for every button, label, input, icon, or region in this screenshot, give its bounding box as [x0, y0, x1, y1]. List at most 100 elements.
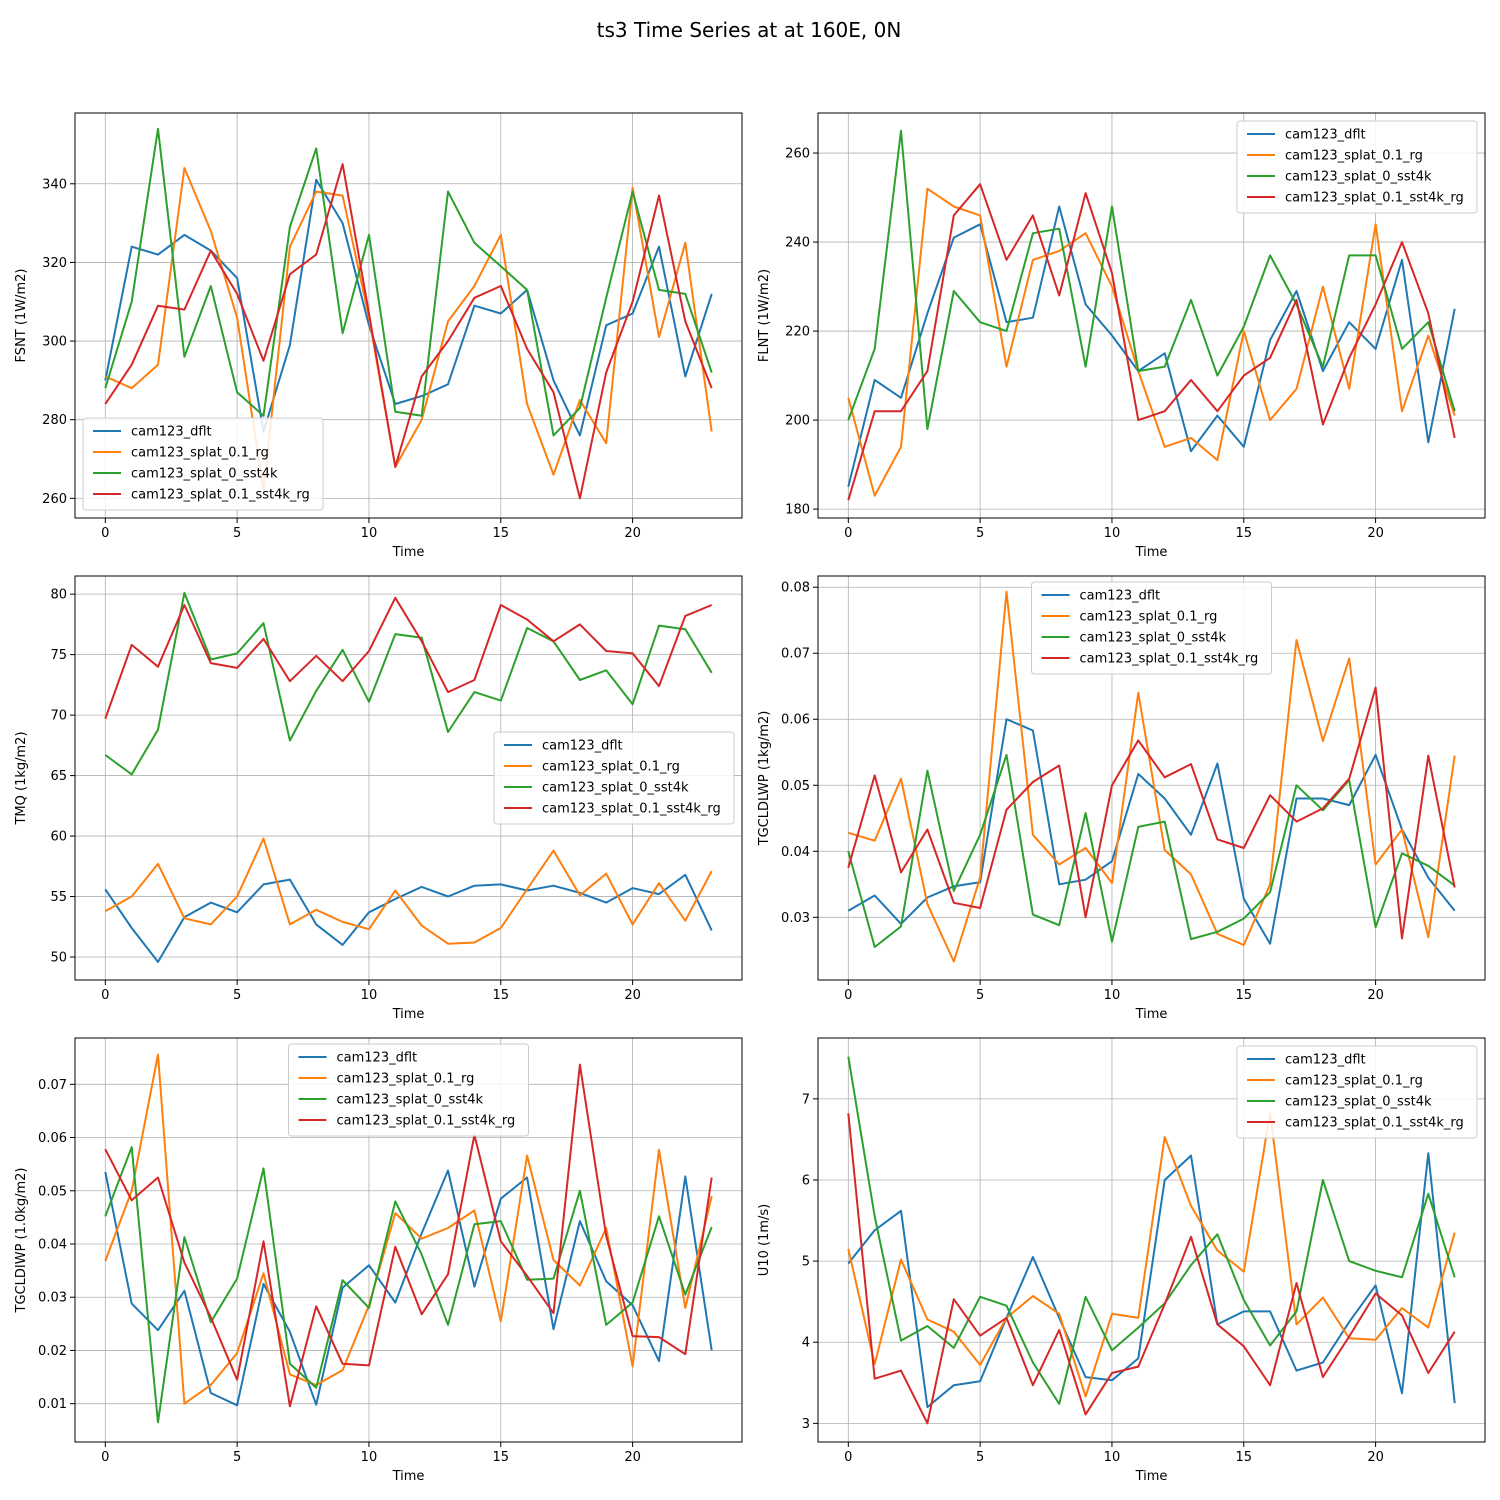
y-tick-label: 0.02: [38, 1344, 67, 1359]
y-tick-label: 240: [785, 236, 810, 251]
x-tick-label: 15: [1235, 1450, 1252, 1465]
legend-label: cam123_splat_0_sst4k: [1080, 631, 1227, 646]
x-tick-label: 15: [1235, 988, 1252, 1003]
legend-box: [1236, 120, 1478, 214]
legend-label: cam123_splat_0_sst4k: [337, 1093, 484, 1108]
x-tick-label: 5: [233, 1450, 241, 1465]
legend-label: cam123_dflt: [1285, 128, 1366, 143]
x-tick-label: 15: [1235, 526, 1252, 541]
y-tick-label: 0.07: [781, 647, 810, 662]
y-tick-label: 0.05: [781, 779, 810, 794]
y-tick-label: 0.07: [38, 1078, 67, 1093]
y-tick-label: 55: [50, 890, 67, 905]
legend-label: cam123_splat_0.1_sst4k_rg: [1285, 1116, 1464, 1131]
x-tick-label: 5: [976, 1450, 984, 1465]
y-tick-label: 300: [42, 335, 67, 350]
y-tick-label: 260: [785, 147, 810, 162]
y-axis-label: FSNT (1W/m2): [14, 269, 29, 363]
y-axis-label: TMQ (1kg/m2): [14, 731, 29, 825]
series-line-cam123-splat-0-sst4k: [104, 127, 713, 437]
x-axis-label: Time: [1135, 1007, 1168, 1022]
legend-label: cam123_splat_0.1_sst4k_rg: [1080, 652, 1259, 667]
figure-title: ts3 Time Series at at 160E, 0N: [597, 18, 902, 42]
legend-label: cam123_splat_0.1_sst4k_rg: [542, 802, 721, 817]
y-axis-label: TGCLDLWP (1kg/m2): [757, 711, 772, 847]
y-tick-label: 65: [50, 769, 67, 784]
legend-label: cam123_dflt: [1285, 1053, 1366, 1068]
y-tick-label: 50: [50, 951, 67, 966]
x-tick-label: 0: [101, 526, 109, 541]
y-tick-label: 0.04: [38, 1237, 67, 1252]
legend-label: cam123_splat_0_sst4k: [131, 467, 278, 482]
x-axis-label: Time: [1135, 1469, 1168, 1484]
x-axis-label: Time: [1135, 545, 1168, 560]
x-tick-label: 20: [624, 1450, 641, 1465]
legend-label: cam123_splat_0.1_rg: [1285, 149, 1423, 164]
series-line-cam123-splat-0-sst4k: [104, 591, 713, 776]
series-line-cam123-splat-0-1-rg: [847, 187, 1456, 497]
x-tick-label: 20: [1367, 1450, 1384, 1465]
legend-label: cam123_splat_0_sst4k: [1285, 170, 1432, 185]
series-line-cam123-splat-0-1-sst4k-rg: [104, 596, 713, 720]
legend-label: cam123_splat_0.1_rg: [337, 1072, 475, 1087]
series-line-cam123-dflt: [104, 873, 713, 963]
x-tick-label: 20: [1367, 526, 1384, 541]
legend-box: [82, 417, 324, 511]
y-tick-label: 70: [50, 709, 67, 724]
y-tick-label: 0.06: [781, 713, 810, 728]
series-line-cam123-splat-0-1-sst4k-rg: [847, 686, 1456, 940]
y-tick-label: 340: [42, 177, 67, 192]
series-line-cam123-splat-0-sst4k: [847, 753, 1456, 948]
series-line-cam123-dflt: [847, 205, 1456, 488]
subplot-4: 0 5 10 15 20 0.03 0.04 0.05 0.06 0.07 0.08 Time TGCL…: [757, 575, 1486, 1022]
x-tick-label: 0: [844, 1450, 852, 1465]
x-tick-label: 0: [101, 988, 109, 1003]
x-tick-label: 15: [492, 526, 509, 541]
x-axis-label: Time: [392, 1469, 425, 1484]
y-tick-label: 3: [802, 1417, 810, 1432]
x-tick-label: 10: [361, 1450, 378, 1465]
subplot-1: 0 5 10 15 20 260 280 300 320 340 Time FSNT (1W/m2) c…: [14, 112, 743, 560]
y-tick-label: 0.01: [38, 1397, 67, 1412]
y-tick-label: 0.06: [38, 1131, 67, 1146]
axes-frame: [817, 112, 1486, 519]
legend-label: cam123_splat_0.1_rg: [1285, 1074, 1423, 1089]
x-tick-label: 10: [1104, 988, 1121, 1003]
legend: cam123_dflt cam123_splat_0.1_rg cam123_spl…: [1236, 120, 1478, 214]
axes-frame: [817, 1037, 1486, 1443]
legend-box: [1031, 581, 1272, 675]
legend: cam123_dflt cam123_splat_0.1_rg cam123_spl…: [1031, 581, 1272, 675]
legend-label: cam123_splat_0_sst4k: [542, 781, 689, 796]
series-line-cam123-dflt: [104, 1169, 713, 1407]
x-tick-label: 5: [976, 526, 984, 541]
x-tick-label: 15: [492, 1450, 509, 1465]
x-tick-label: 20: [1367, 988, 1384, 1003]
axes-frame: [74, 1037, 743, 1443]
legend-label: cam123_splat_0.1_rg: [542, 760, 680, 775]
series-line-cam123-splat-0-1-rg: [104, 837, 713, 945]
y-tick-label: 180: [785, 503, 810, 518]
legend-label: cam123_splat_0.1_sst4k_rg: [337, 1114, 516, 1129]
series-line-cam123-splat-0-1-sst4k-rg: [847, 1113, 1456, 1425]
legend: cam123_dflt cam123_splat_0.1_rg cam123_spl…: [1236, 1045, 1478, 1139]
y-tick-label: 220: [785, 325, 810, 340]
y-tick-label: 5: [802, 1255, 810, 1270]
x-tick-label: 0: [844, 526, 852, 541]
y-tick-label: 0.03: [781, 911, 810, 926]
y-tick-label: 6: [802, 1173, 810, 1188]
x-tick-label: 15: [492, 988, 509, 1003]
x-tick-label: 20: [624, 526, 641, 541]
series-line-cam123-splat-0-1-sst4k-rg: [104, 1063, 713, 1408]
y-tick-label: 80: [50, 588, 67, 603]
x-axis-label: Time: [392, 1007, 425, 1022]
series-line-cam123-splat-0-1-sst4k-rg: [847, 183, 1456, 501]
legend-label: cam123_dflt: [542, 739, 623, 754]
series-line-cam123-splat-0-sst4k: [847, 129, 1456, 430]
legend-box: [493, 731, 735, 825]
y-tick-label: 320: [42, 256, 67, 271]
y-tick-label: 0.04: [781, 845, 810, 860]
legend: cam123_dflt cam123_splat_0.1_rg cam123_spl…: [288, 1043, 529, 1137]
x-tick-label: 20: [624, 988, 641, 1003]
series-line-cam123-splat-0-1-rg: [848, 590, 1456, 963]
